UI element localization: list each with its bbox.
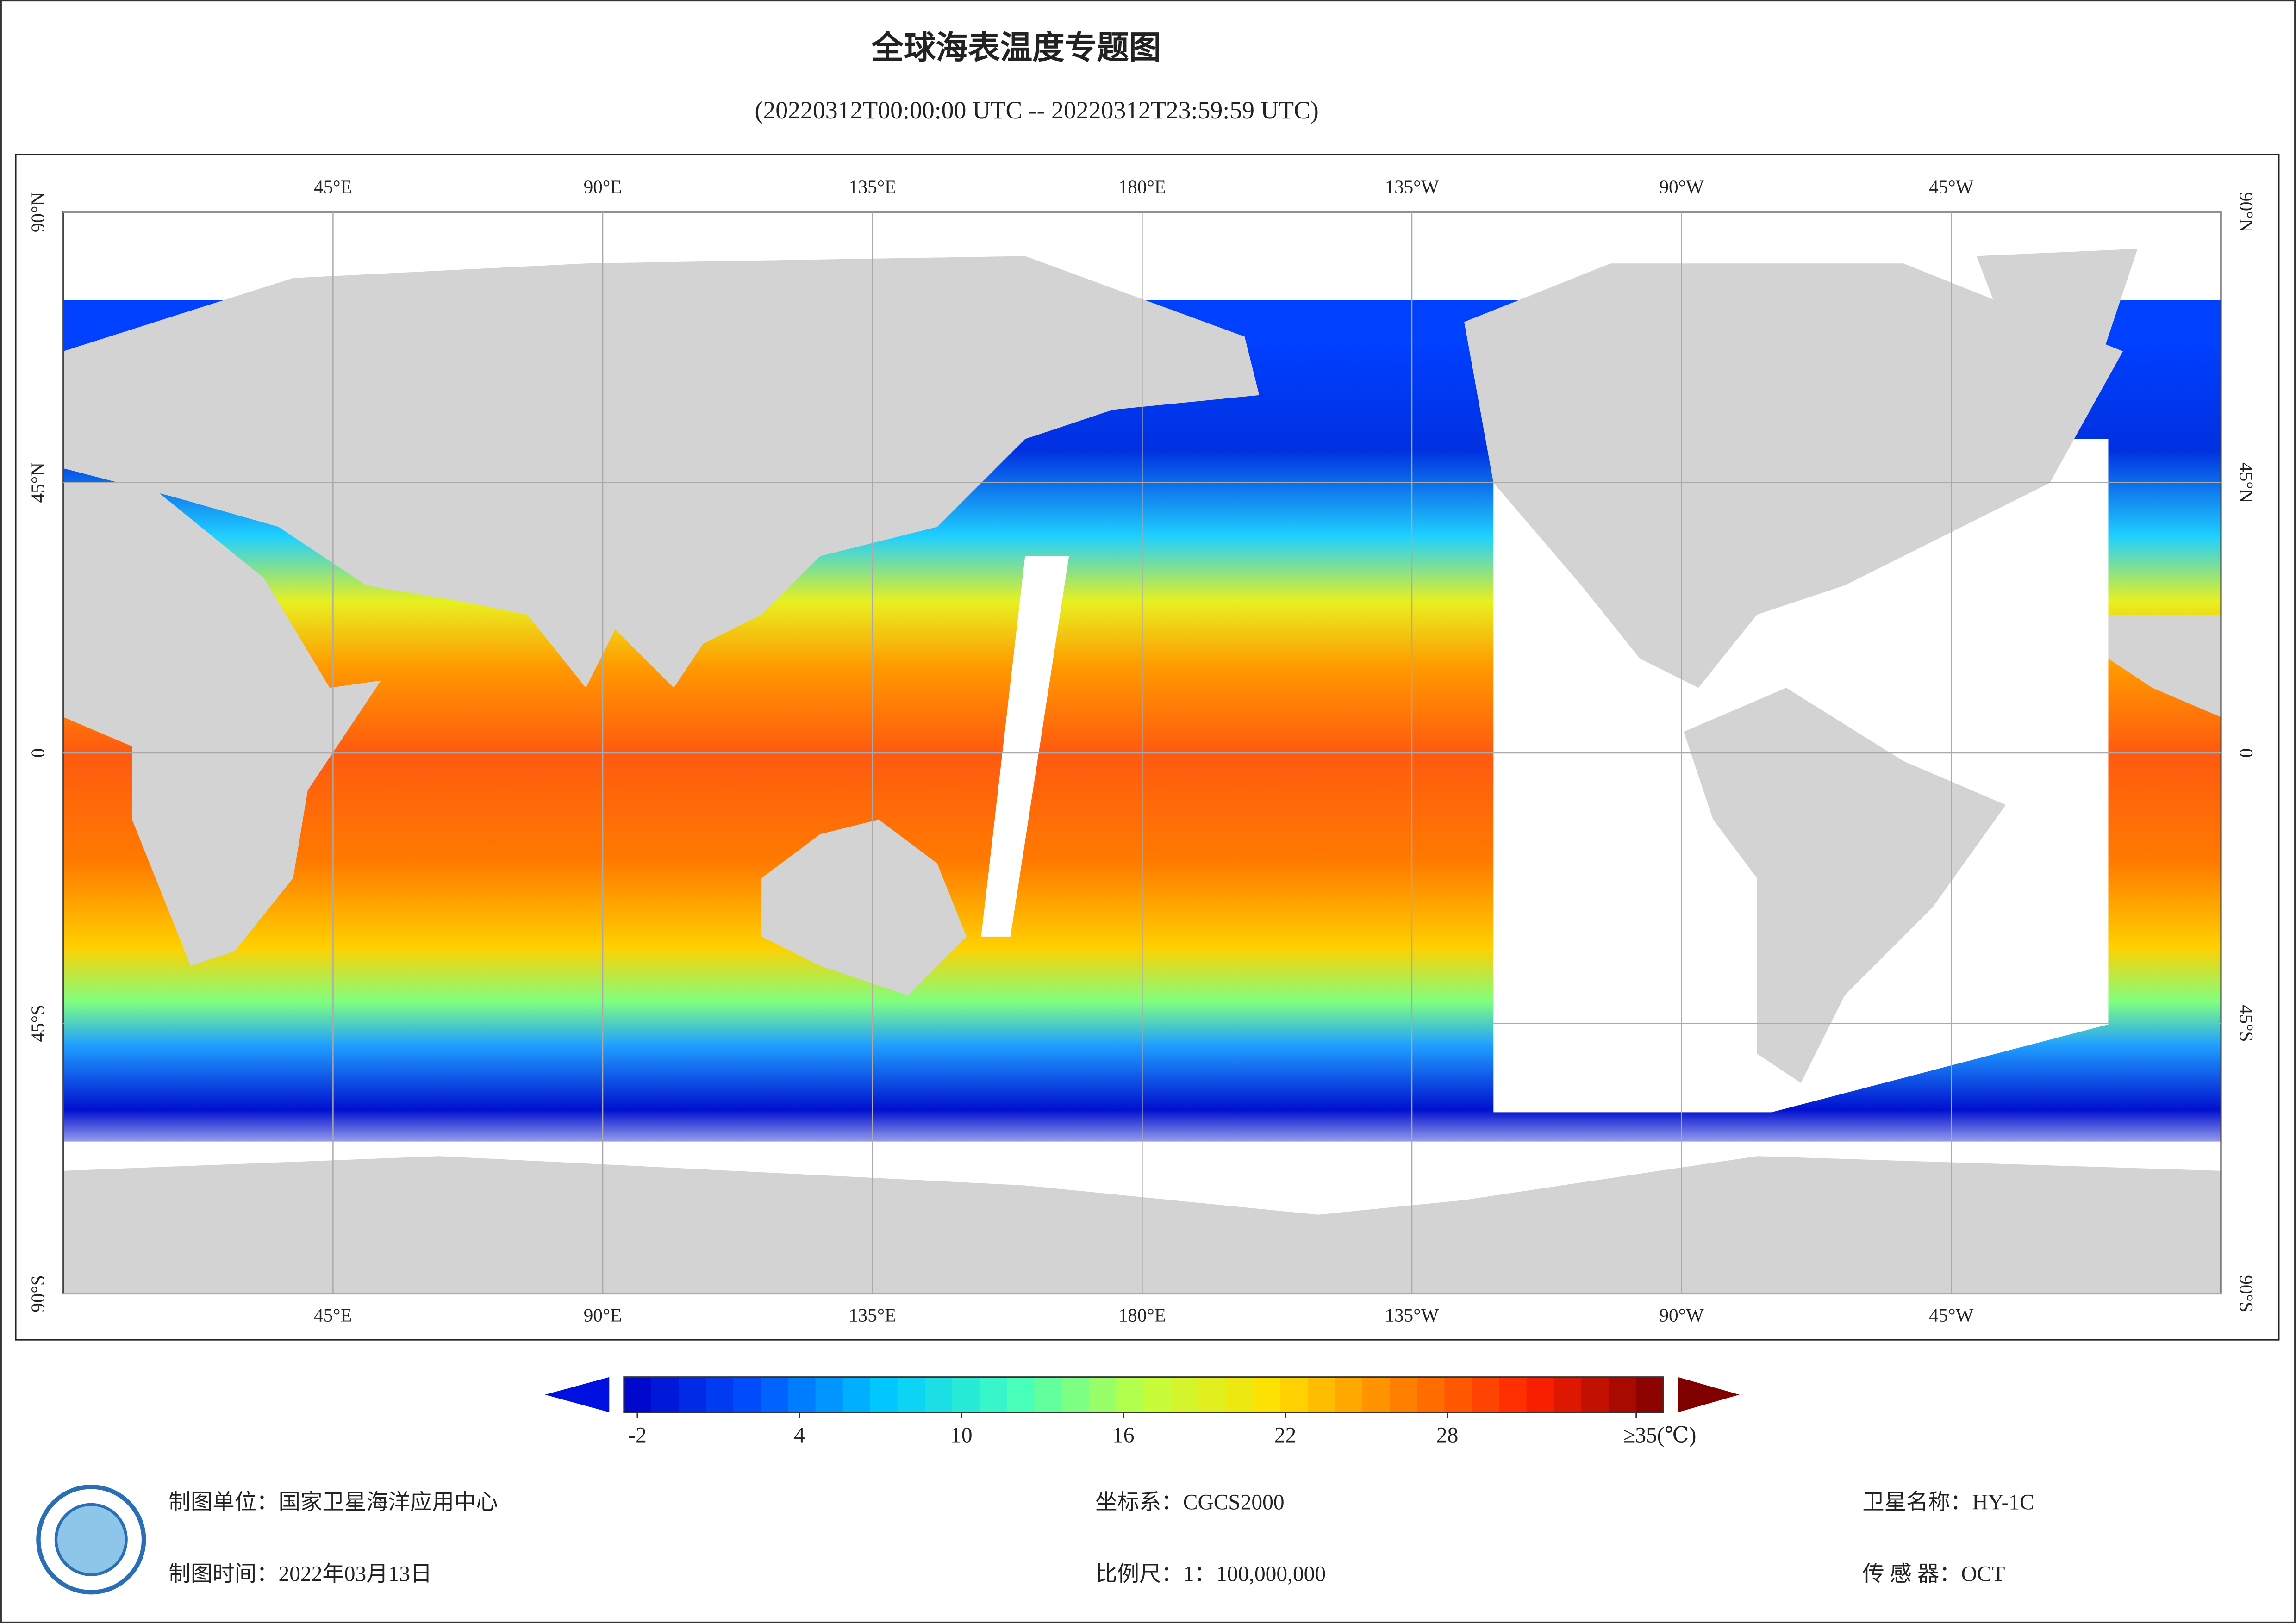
colorbar-step (842, 1377, 871, 1412)
colorbar-step (1608, 1377, 1636, 1412)
satellite: 卫星名称：HY-1C (1862, 1491, 2034, 1515)
lon-label: 90°W (1659, 176, 1704, 197)
colorbar-step (1143, 1377, 1172, 1412)
colorbar-step (733, 1377, 761, 1412)
lon-label: 90°E (584, 1305, 622, 1326)
colorbar-step (897, 1377, 925, 1412)
colorbar-step (1636, 1377, 1664, 1412)
colorbar-step (815, 1377, 843, 1412)
lon-label: 135°W (1385, 176, 1439, 197)
colorbar-step (1007, 1377, 1035, 1412)
lon-label: 135°W (1385, 1305, 1439, 1326)
lon-label: 45°E (314, 1305, 352, 1326)
lon-label: 135°E (849, 1305, 896, 1326)
colorbar-frame (623, 1376, 1664, 1413)
lat-label: 0 (27, 748, 49, 758)
lat-label: 45°N (2236, 462, 2257, 503)
lat-label: 90°N (2236, 192, 2257, 232)
colorbar-step (952, 1377, 980, 1412)
lat-label: 90°S (2236, 1275, 2257, 1312)
colorbar-step (679, 1377, 707, 1412)
colorbar-step (1526, 1377, 1554, 1412)
colorbar-step (1280, 1377, 1308, 1412)
lon-label: 45°E (314, 176, 352, 197)
colorbar-label: 22 (1274, 1423, 1296, 1447)
colorbar-step (1444, 1377, 1472, 1412)
colorbar-label: -2 (628, 1423, 647, 1447)
colorbar-step (1499, 1377, 1527, 1412)
swath-gap (981, 556, 1069, 937)
colorbar-step (624, 1377, 652, 1412)
lat-label: 0 (2236, 748, 2257, 758)
sensor: 传 感 器：OCT (1862, 1562, 2005, 1586)
colorbar-step (788, 1377, 816, 1412)
scale: 比例尺：1：100,000,000 (1095, 1562, 1326, 1586)
colorbar-step (1554, 1377, 1582, 1412)
crs: 坐标系：CGCS2000 (1095, 1491, 1284, 1515)
organization: 制图单位：国家卫星海洋应用中心 (168, 1491, 498, 1515)
colorbar-step (1061, 1377, 1090, 1412)
colorbar-step (1417, 1377, 1445, 1412)
subtitle: (20220312T00:00:00 UTC -- 20220312T23:59… (755, 96, 1319, 124)
colorbar-step (1089, 1377, 1117, 1412)
colorbar-step (1253, 1377, 1281, 1412)
colorbar-step (924, 1377, 953, 1412)
colorbar-label: 16 (1112, 1423, 1134, 1447)
colorbar-over-arrow (1678, 1377, 1740, 1412)
colorbar-label: 10 (950, 1423, 972, 1447)
colorbar-step (1034, 1377, 1062, 1412)
map-date: 制图时间：2022年03月13日 (168, 1562, 432, 1586)
lat-label: 90°S (27, 1275, 49, 1312)
colorbar-step (1335, 1377, 1363, 1412)
colorbar-step (1362, 1377, 1391, 1412)
colorbar-step (1225, 1377, 1254, 1412)
lon-label: 180°E (1118, 1305, 1166, 1326)
lat-label: 90°N (27, 192, 49, 232)
colorbar-label: 28 (1436, 1423, 1458, 1447)
colorbar-label: ≥35(℃) (1623, 1423, 1696, 1447)
colorbar-step (651, 1377, 680, 1412)
colorbar-label: 4 (794, 1423, 805, 1447)
colorbar-under-arrow (545, 1377, 610, 1412)
colorbar-step (1198, 1377, 1226, 1412)
colorbar-step (1472, 1377, 1500, 1412)
colorbar: -2 4 10 16 22 28 ≥35(℃) (623, 1376, 1696, 1447)
logo-globe (54, 1503, 128, 1576)
lon-label: 45°W (1929, 176, 1974, 197)
colorbar-step (1171, 1377, 1199, 1412)
colorbar-step (706, 1377, 734, 1412)
colorbar-step (1581, 1377, 1609, 1412)
lon-label: 45°W (1929, 1305, 1974, 1326)
lat-label: 45°N (27, 462, 49, 503)
lat-label: 45°S (27, 1005, 49, 1042)
colorbar-step (1308, 1377, 1336, 1412)
colorbar-step (980, 1377, 1008, 1412)
lon-label: 90°E (584, 176, 622, 197)
lat-label: 45°S (2236, 1005, 2257, 1042)
colorbar-step (1116, 1377, 1144, 1412)
title: 全球海表温度专题图 (871, 29, 1161, 67)
lon-label: 180°E (1118, 176, 1166, 197)
lon-label: 90°W (1659, 1305, 1704, 1326)
colorbar-step (1390, 1377, 1418, 1412)
colorbar-step (761, 1377, 789, 1412)
colorbar-step (870, 1377, 898, 1412)
footer: 制图单位：国家卫星海洋应用中心 制图时间：2022年03月13日 坐标系：CGC… (36, 1485, 2034, 1595)
lon-label: 135°E (849, 176, 896, 197)
